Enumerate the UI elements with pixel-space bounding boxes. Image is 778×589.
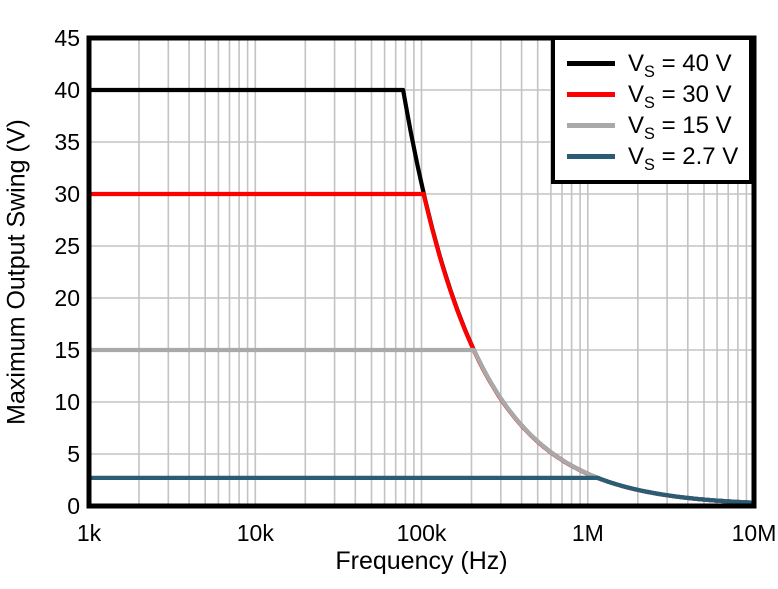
legend-item: VS = 2.7 V xyxy=(567,141,749,172)
x-tick-label: 10k xyxy=(237,520,275,546)
series-line-vs-2.7-v xyxy=(89,475,755,505)
legend-line-sample xyxy=(567,123,615,128)
legend-item: VS = 40 V xyxy=(567,48,749,79)
plot-frame xyxy=(86,35,757,509)
legend-label: VS = 30 V xyxy=(628,80,732,112)
x-tick-label: 100k xyxy=(397,520,447,546)
y-tick-label: 10 xyxy=(54,389,80,415)
y-tick-label: 5 xyxy=(67,441,80,467)
legend-label: VS = 15 V xyxy=(628,111,732,143)
y-tick-label: 0 xyxy=(67,493,80,519)
legend-label: VS = 2.7 V xyxy=(628,142,739,174)
y-tick-label: 40 xyxy=(54,77,80,103)
x-axis-title: Frequency (Hz) xyxy=(335,547,508,575)
y-tick-label: 25 xyxy=(54,233,80,259)
legend-item: VS = 15 V xyxy=(567,110,749,141)
legend-item: VS = 30 V xyxy=(567,79,749,110)
legend-label: VS = 40 V xyxy=(628,49,732,81)
y-tick-label: 15 xyxy=(54,337,80,363)
legend-line-sample xyxy=(567,92,615,97)
x-tick-label: 10M xyxy=(732,520,777,546)
y-tick-label: 30 xyxy=(54,181,80,207)
y-tick-label: 35 xyxy=(54,129,80,155)
y-axis-title: Maximum Output Swing (V) xyxy=(2,119,31,425)
gridlines xyxy=(89,38,754,506)
legend-line-sample xyxy=(567,61,615,66)
x-tick-label: 1M xyxy=(572,520,604,546)
y-tick-label: 45 xyxy=(54,25,80,51)
legend: VS = 40 V VS = 30 V VS = 15 V VS = 2.7 V xyxy=(551,36,753,184)
x-tick-label: 1k xyxy=(77,520,102,546)
legend-line-sample xyxy=(567,154,615,159)
y-tick-label: 20 xyxy=(54,285,80,311)
